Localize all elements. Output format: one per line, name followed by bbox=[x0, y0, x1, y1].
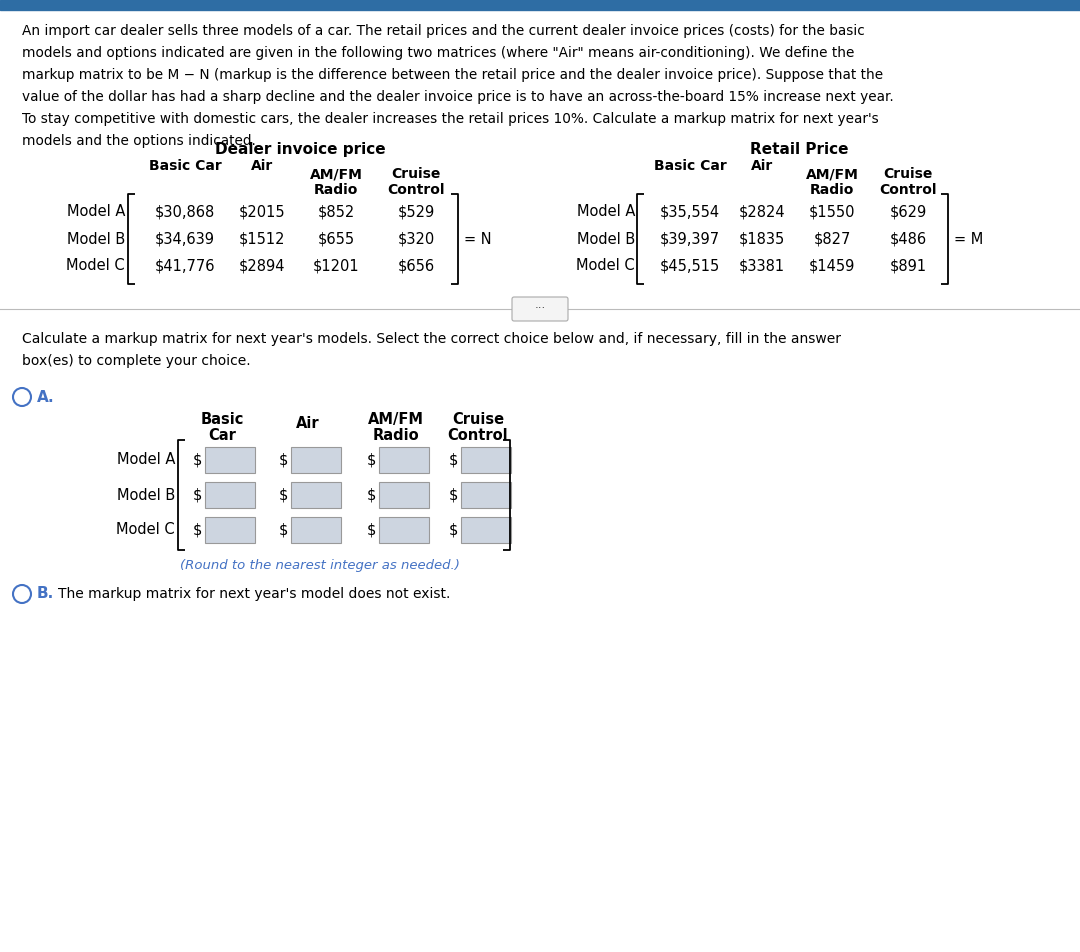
Bar bbox=[461, 517, 511, 543]
Text: $1512: $1512 bbox=[239, 231, 285, 247]
Text: Car: Car bbox=[208, 428, 235, 443]
Text: (Round to the nearest integer as needed.): (Round to the nearest integer as needed.… bbox=[180, 559, 460, 572]
Text: $656: $656 bbox=[397, 259, 434, 273]
Text: $1459: $1459 bbox=[809, 259, 855, 273]
Text: B.: B. bbox=[37, 586, 54, 602]
Text: $320: $320 bbox=[397, 231, 434, 247]
Text: Air: Air bbox=[251, 159, 273, 173]
Text: $39,397: $39,397 bbox=[660, 231, 720, 247]
Text: $3381: $3381 bbox=[739, 259, 785, 273]
Text: Cruise: Cruise bbox=[391, 167, 441, 181]
Text: Cruise: Cruise bbox=[883, 167, 933, 181]
Text: $655: $655 bbox=[318, 231, 354, 247]
Text: $486: $486 bbox=[890, 231, 927, 247]
Bar bbox=[379, 447, 429, 473]
Text: Model B: Model B bbox=[577, 231, 635, 247]
Text: models and options indicated are given in the following two matrices (where "Air: models and options indicated are given i… bbox=[22, 46, 854, 60]
Text: Control: Control bbox=[448, 428, 509, 443]
Text: To stay competitive with domestic cars, the dealer increases the retail prices 1: To stay competitive with domestic cars, … bbox=[22, 112, 879, 126]
Text: Model C: Model C bbox=[577, 259, 635, 273]
Text: $2824: $2824 bbox=[739, 205, 785, 220]
Text: $: $ bbox=[279, 523, 288, 538]
Text: = M: = M bbox=[954, 231, 983, 247]
Text: $30,868: $30,868 bbox=[154, 205, 215, 220]
Bar bbox=[461, 482, 511, 508]
Bar bbox=[205, 482, 255, 508]
Text: ···: ··· bbox=[535, 303, 545, 315]
Text: $: $ bbox=[366, 452, 376, 467]
Text: $2015: $2015 bbox=[239, 205, 285, 220]
Text: $45,515: $45,515 bbox=[660, 259, 720, 273]
Bar bbox=[291, 482, 341, 508]
Text: $: $ bbox=[192, 523, 202, 538]
Text: Air: Air bbox=[751, 159, 773, 173]
Text: $: $ bbox=[192, 452, 202, 467]
Bar bbox=[291, 447, 341, 473]
Text: Model A: Model A bbox=[577, 205, 635, 220]
Text: $: $ bbox=[366, 487, 376, 503]
Bar bbox=[0, 0, 1080, 10]
Text: $827: $827 bbox=[813, 231, 851, 247]
Text: $1550: $1550 bbox=[809, 205, 855, 220]
Text: Control: Control bbox=[388, 183, 445, 197]
Text: Calculate a markup matrix for next year's models. Select the correct choice belo: Calculate a markup matrix for next year'… bbox=[22, 332, 841, 346]
Text: $: $ bbox=[448, 523, 458, 538]
Text: $: $ bbox=[366, 523, 376, 538]
Text: Model C: Model C bbox=[66, 259, 125, 273]
Text: $: $ bbox=[279, 452, 288, 467]
Text: $: $ bbox=[279, 487, 288, 503]
Text: = N: = N bbox=[464, 231, 491, 247]
Text: value of the dollar has had a sharp decline and the dealer invoice price is to h: value of the dollar has had a sharp decl… bbox=[22, 90, 894, 104]
Text: Air: Air bbox=[296, 416, 320, 431]
Bar bbox=[291, 517, 341, 543]
Text: $: $ bbox=[448, 452, 458, 467]
Text: Radio: Radio bbox=[810, 183, 854, 197]
Text: $35,554: $35,554 bbox=[660, 205, 720, 220]
Text: $: $ bbox=[192, 487, 202, 503]
Text: Radio: Radio bbox=[373, 428, 419, 443]
Text: Control: Control bbox=[879, 183, 936, 197]
Text: Basic Car: Basic Car bbox=[149, 159, 221, 173]
Text: AM/FM: AM/FM bbox=[310, 167, 363, 181]
Text: An import car dealer sells three models of a car. The retail prices and the curr: An import car dealer sells three models … bbox=[22, 24, 865, 38]
Text: AM/FM: AM/FM bbox=[368, 412, 424, 427]
Text: Dealer invoice price: Dealer invoice price bbox=[215, 142, 386, 157]
Text: $852: $852 bbox=[318, 205, 354, 220]
Text: The markup matrix for next year's model does not exist.: The markup matrix for next year's model … bbox=[58, 587, 450, 601]
Text: Basic: Basic bbox=[200, 412, 244, 427]
Text: Model B: Model B bbox=[117, 487, 175, 503]
Text: models and the options indicated.: models and the options indicated. bbox=[22, 134, 256, 148]
FancyBboxPatch shape bbox=[512, 297, 568, 321]
Text: Model A: Model A bbox=[117, 452, 175, 467]
Bar bbox=[461, 447, 511, 473]
Text: box(es) to complete your choice.: box(es) to complete your choice. bbox=[22, 354, 251, 368]
Bar bbox=[205, 447, 255, 473]
Bar bbox=[379, 517, 429, 543]
Text: Model B: Model B bbox=[67, 231, 125, 247]
Text: markup matrix to be M − N (markup is the difference between the retail price and: markup matrix to be M − N (markup is the… bbox=[22, 68, 883, 82]
Bar bbox=[379, 482, 429, 508]
Text: $1835: $1835 bbox=[739, 231, 785, 247]
Text: Cruise: Cruise bbox=[451, 412, 504, 427]
Text: Basic Car: Basic Car bbox=[653, 159, 727, 173]
Bar bbox=[205, 517, 255, 543]
Text: $: $ bbox=[448, 487, 458, 503]
Text: Radio: Radio bbox=[314, 183, 359, 197]
Text: Model A: Model A bbox=[67, 205, 125, 220]
Text: Retail Price: Retail Price bbox=[750, 142, 848, 157]
Text: $529: $529 bbox=[397, 205, 434, 220]
Text: AM/FM: AM/FM bbox=[806, 167, 859, 181]
Text: $34,639: $34,639 bbox=[156, 231, 215, 247]
Text: $629: $629 bbox=[889, 205, 927, 220]
Text: $891: $891 bbox=[890, 259, 927, 273]
Text: $41,776: $41,776 bbox=[154, 259, 215, 273]
Text: A.: A. bbox=[37, 389, 55, 405]
Text: $2894: $2894 bbox=[239, 259, 285, 273]
Text: Model C: Model C bbox=[117, 523, 175, 538]
Text: $1201: $1201 bbox=[313, 259, 360, 273]
